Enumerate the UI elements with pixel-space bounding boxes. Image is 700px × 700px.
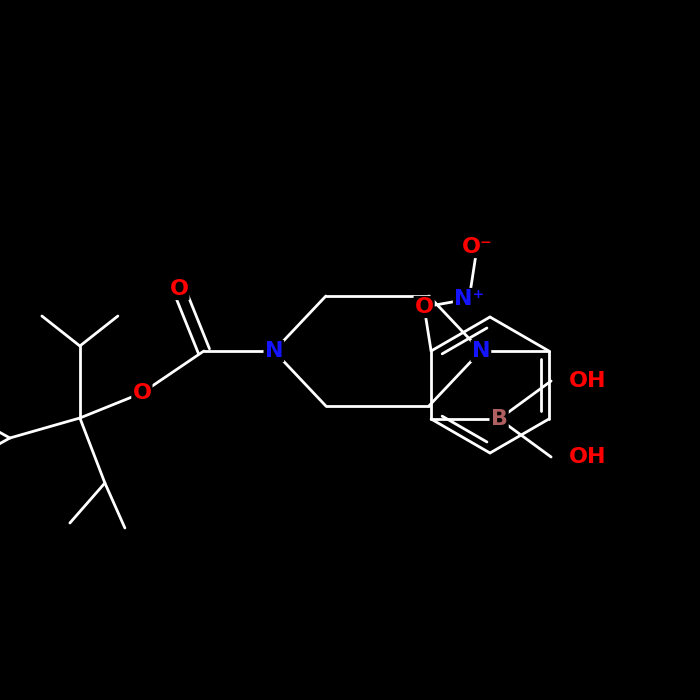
Text: B: B bbox=[491, 409, 508, 429]
Text: N: N bbox=[265, 341, 283, 361]
Text: O: O bbox=[414, 297, 433, 317]
Text: O: O bbox=[169, 279, 188, 299]
Text: O⁻: O⁻ bbox=[462, 237, 493, 257]
Text: O: O bbox=[132, 383, 151, 403]
Text: OH: OH bbox=[569, 447, 607, 467]
Text: OH: OH bbox=[569, 371, 607, 391]
Text: N: N bbox=[472, 341, 490, 361]
Text: N⁺: N⁺ bbox=[454, 289, 484, 309]
